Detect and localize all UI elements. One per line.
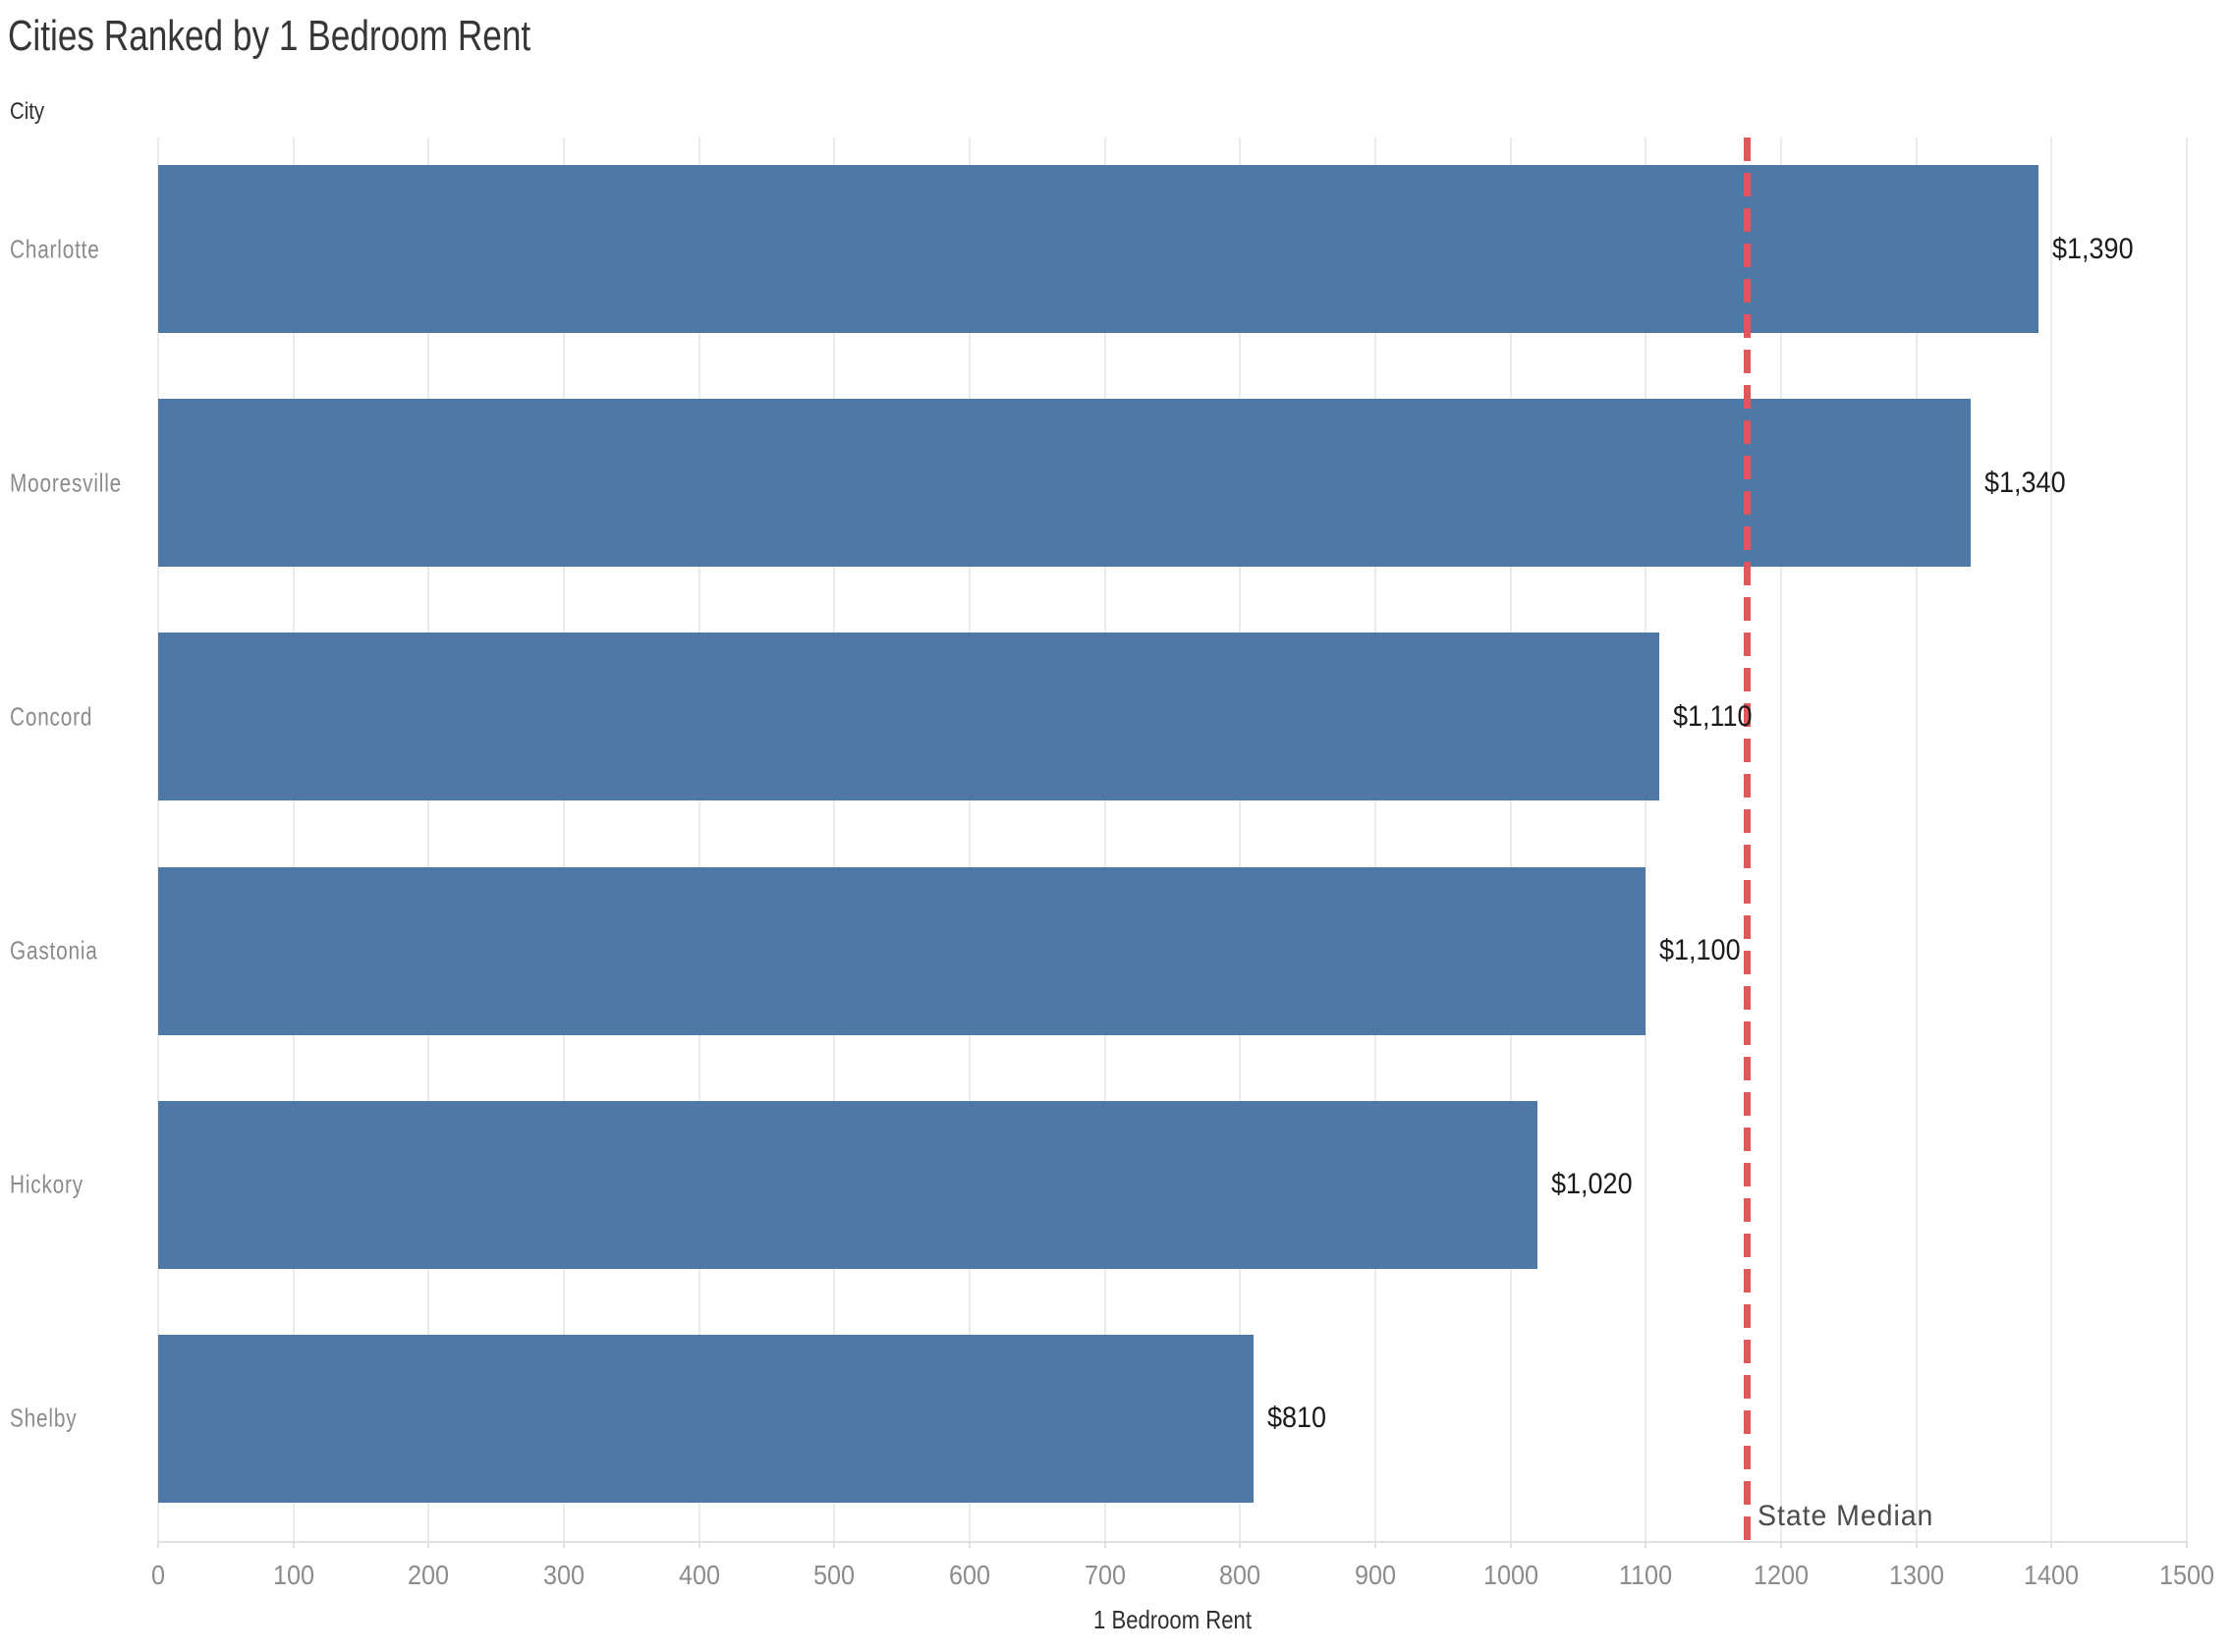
gridline [427,138,430,1541]
gridline [1374,138,1376,1541]
x-axis-tick-label: 600 [948,1560,991,1590]
bar-gastonia[interactable] [158,866,1646,1035]
bar-shelby[interactable] [158,1334,1255,1503]
gridline [2050,138,2053,1541]
bar-value-label: $1,340 [1983,466,2066,499]
bar-hickory[interactable] [158,1100,1538,1269]
y-axis-category-label: Mooresville [10,468,122,498]
bar-charlotte[interactable] [158,165,2038,333]
axis-tick-mark [2050,1541,2053,1548]
x-axis-tick-label: 0 [150,1560,166,1590]
x-axis-tick-label: 800 [1219,1560,1261,1590]
x-axis-tick-label: 100 [272,1560,314,1590]
bar-concord[interactable] [158,633,1660,801]
x-axis-tick-label: 900 [1354,1560,1397,1590]
axis-tick-mark [1374,1541,1376,1548]
x-axis-title: 1 Bedroom Rent [1093,1605,1252,1634]
gridline [2186,138,2188,1541]
y-axis-category-label: Charlotte [10,234,100,263]
axis-tick-mark [1915,1541,1918,1548]
x-axis-tick-label: 1300 [1888,1560,1944,1590]
x-axis-tick-label: 700 [1084,1560,1126,1590]
x-axis-tick-label: 200 [408,1560,450,1590]
x-axis-tick-label: 400 [678,1560,720,1590]
bar-value-label: $1,020 [1551,1168,1633,1201]
bar-value-label: $1,100 [1659,934,1741,966]
gridline [698,138,700,1541]
x-axis-tick-label: 1000 [1482,1560,1538,1590]
x-axis-tick-label: 500 [813,1560,856,1590]
x-axis-tick-label: 1400 [2024,1560,2080,1590]
y-axis-category-label: Concord [10,701,93,732]
gridline [969,138,971,1541]
axis-tick-mark [292,1541,295,1548]
axis-tick-mark [1780,1541,1782,1548]
gridline [1239,138,1242,1541]
plot-area [157,138,2188,1541]
y-axis-category-label: Hickory [10,1169,84,1199]
gridline [157,138,159,1541]
state-median-reference-line [1744,138,1752,1541]
gridline [1780,138,1782,1541]
x-axis-line [158,1541,2188,1543]
gridline [563,138,565,1541]
axis-tick-mark [157,1541,159,1548]
axis-tick-mark [1103,1541,1106,1548]
y-axis-category-label: Shelby [10,1403,78,1433]
axis-tick-mark [2186,1541,2188,1548]
axis-tick-mark [1239,1541,1242,1548]
axis-tick-mark [1509,1541,1512,1548]
chart-title: Cities Ranked by 1 Bedroom Rent [8,12,531,60]
axis-tick-mark [1645,1541,1647,1548]
gridline [1509,138,1512,1541]
bar-value-label: $810 [1267,1402,1327,1435]
x-axis-tick-label: 1200 [1753,1560,1810,1590]
axis-tick-mark [698,1541,700,1548]
axis-tick-mark [833,1541,836,1548]
gridline [833,138,836,1541]
gridline [1645,138,1647,1541]
y-axis-title: City [10,98,45,125]
x-axis-tick-label: 300 [542,1560,586,1590]
gridline [292,138,295,1541]
axis-tick-mark [563,1541,565,1548]
x-axis-tick-label: 1500 [2158,1560,2215,1590]
bar-value-label: $1,390 [2051,232,2134,265]
axis-tick-mark [969,1541,971,1548]
axis-tick-mark [427,1541,430,1548]
x-axis-tick-label: 1100 [1619,1560,1673,1590]
bar-value-label: $1,110 [1673,699,1753,733]
bar-mooresville[interactable] [158,399,1971,568]
gridline [1915,138,1918,1541]
state-median-label: State Median [1757,1500,1933,1532]
y-axis-category-label: Gastonia [10,935,98,965]
gridline [1103,138,1106,1541]
